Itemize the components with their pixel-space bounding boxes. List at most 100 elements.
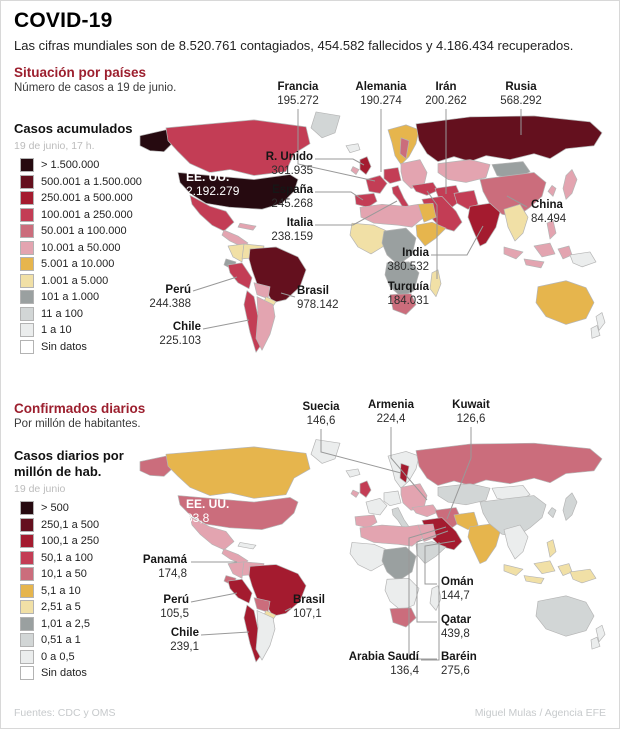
legend-item: 5,1 a 10	[14, 583, 139, 600]
country-usa	[177, 495, 299, 530]
country-java	[523, 258, 545, 269]
swatch	[20, 583, 34, 598]
legend-daily: Casos diarios por millón de hab. 19 de j…	[14, 448, 139, 682]
swatch	[20, 534, 34, 549]
legend-item: 5.001 a 10.000	[14, 256, 139, 273]
legend-accumulated: Casos acumulados 19 de junio, 17 h. > 1.…	[14, 121, 142, 356]
country-iceland	[345, 468, 361, 478]
country-kazakhstan	[437, 159, 491, 183]
callout-rusia: Rusia 568.292	[500, 81, 542, 107]
footer-source: Fuentes: CDC y OMS	[14, 707, 116, 719]
legend-item: 100,1 a 250	[14, 533, 139, 550]
country-madagascar	[429, 585, 442, 611]
country-uk	[359, 156, 372, 175]
country-indochina	[503, 524, 529, 560]
callout-chile: Chile 225.103	[159, 321, 201, 347]
country-peru	[227, 262, 253, 290]
country-usa	[177, 172, 299, 210]
country-china	[479, 172, 547, 218]
legend-item: 1,01 a 2,5	[14, 616, 139, 633]
country-russia	[415, 442, 603, 486]
legend-item: > 1.500.000	[14, 157, 139, 174]
country-north-africa	[359, 524, 425, 547]
country-india	[467, 202, 501, 247]
callout-qatar: Qatar 439,8	[441, 614, 472, 640]
legend-item: 500.001 a 1.500.000	[14, 174, 142, 191]
country-korea	[547, 507, 557, 518]
swatch	[20, 550, 34, 565]
country-sulawesi	[557, 245, 573, 260]
country-korea	[547, 185, 557, 197]
country-germany	[383, 490, 402, 507]
swatch	[20, 306, 34, 321]
country-central-africa	[381, 227, 417, 266]
section2-subtitle: Por millón de habitantes.	[14, 418, 141, 430]
legend-item: Sin datos	[14, 665, 139, 682]
country-new-zealand	[590, 624, 606, 650]
legend2-date: 19 de junio	[14, 483, 66, 495]
legend2-title: Casos diarios por millón de hab.	[14, 448, 124, 479]
page-subtitle: Las cifras mundiales son de 8.520.761 co…	[14, 38, 574, 53]
legend-item: Sin datos	[14, 339, 139, 356]
country-china	[479, 495, 547, 538]
country-japan	[562, 492, 578, 521]
section1-subtitle: Número de casos a 19 de junio.	[14, 82, 177, 94]
swatch	[20, 666, 34, 681]
country-australia	[535, 595, 595, 637]
swatch	[20, 174, 34, 189]
legend-item: 1.001 a 5.000	[14, 273, 139, 290]
country-greenland	[310, 439, 341, 464]
country-new-guinea	[569, 568, 597, 584]
callout-espana: España 245.268	[271, 184, 313, 210]
country-argentina	[255, 610, 276, 661]
country-greenland	[310, 111, 341, 139]
country-philippines	[546, 539, 557, 558]
map1-section: Casos acumulados 19 de junio, 17 h. > 1.…	[1, 79, 619, 393]
swatch	[20, 257, 34, 272]
country-sumatra	[503, 246, 524, 260]
country-borneo	[533, 560, 556, 575]
country-ireland	[350, 489, 360, 498]
legend-item: 250.001 a 500.000	[14, 190, 139, 207]
legend-item: 101 a 1.000	[14, 289, 139, 306]
callout-chile-daily: Chile 239,1	[170, 627, 199, 653]
country-india	[467, 523, 501, 564]
swatch	[20, 567, 34, 582]
legend-item: 0 a 0,5	[14, 649, 139, 666]
country-java	[523, 575, 545, 585]
country-south-africa	[389, 607, 417, 628]
legend-item: 50,1 a 100	[14, 550, 139, 567]
callout-turquia: Turquía 184.031	[387, 281, 429, 307]
country-colombia	[227, 243, 245, 263]
footer-credit: Miguel Mulas / Agencia EFE	[474, 707, 606, 719]
country-west-africa	[349, 542, 388, 572]
country-uk	[359, 480, 372, 498]
callout-panama: Panamá 174,8	[142, 554, 187, 580]
country-new-guinea	[569, 251, 597, 268]
legend-item: 250,1 a 500	[14, 517, 139, 534]
country-madagascar	[429, 269, 442, 298]
country-colombia	[227, 561, 245, 579]
country-iceland	[345, 143, 361, 154]
country-central-africa	[381, 546, 417, 582]
legend-item: 50.001 a 100.000	[14, 223, 139, 240]
swatch	[20, 323, 34, 338]
callout-iran: Irán 200.262	[425, 81, 467, 107]
legend-item: 100.001 a 250.000	[14, 207, 139, 224]
callout-brasil: Brasil 978.142	[297, 285, 339, 311]
callout-eeuu-daily: EE. UU. 83,8	[186, 497, 230, 525]
section2-title: Confirmados diarios	[14, 401, 146, 416]
callout-arabia-saudi: Arabia Saudí 136,4	[348, 651, 419, 677]
country-japan	[562, 169, 578, 200]
country-germany	[383, 167, 402, 184]
callout-runido: R. Unido 301.935	[265, 151, 313, 177]
callout-armenia: Armenia 224,4	[367, 399, 415, 425]
legend-item: 10.001 a 50.000	[14, 240, 139, 257]
swatch	[20, 649, 34, 664]
swatch	[20, 616, 34, 631]
country-borneo	[533, 242, 556, 258]
country-russia	[415, 115, 603, 162]
country-argentina	[255, 296, 276, 351]
country-france	[365, 498, 388, 516]
